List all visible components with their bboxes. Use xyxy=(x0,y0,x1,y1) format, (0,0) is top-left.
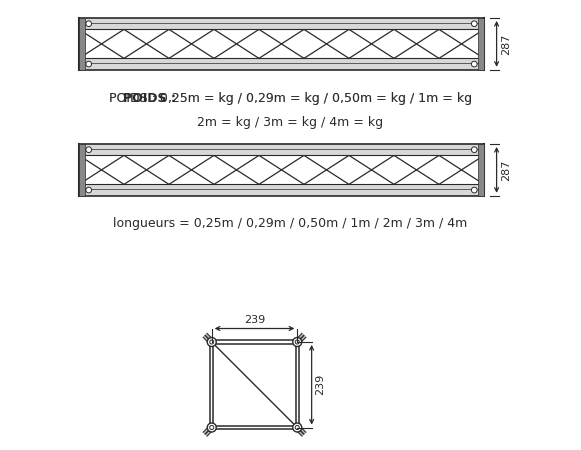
Circle shape xyxy=(295,340,299,344)
Text: 2m = kg / 3m = kg / 4m = kg: 2m = kg / 3m = kg / 4m = kg xyxy=(198,116,383,129)
Circle shape xyxy=(210,340,214,344)
Circle shape xyxy=(471,61,477,67)
Circle shape xyxy=(293,423,302,432)
Bar xyxy=(478,18,484,70)
Circle shape xyxy=(471,21,477,27)
Text: longueurs = 0,25m / 0,29m / 0,50m / 1m / 2m / 3m / 4m: longueurs = 0,25m / 0,29m / 0,50m / 1m /… xyxy=(113,217,468,230)
Bar xyxy=(79,58,484,70)
Text: 287: 287 xyxy=(501,159,511,180)
Bar xyxy=(79,144,484,155)
Bar xyxy=(79,144,484,196)
Circle shape xyxy=(86,147,92,153)
Circle shape xyxy=(207,423,216,432)
Circle shape xyxy=(86,61,92,67)
Text: 239: 239 xyxy=(315,374,325,396)
Bar xyxy=(79,18,484,29)
Circle shape xyxy=(295,426,299,429)
Text: POIDS : 0,25m = kg / 0,29m = kg / 0,50m = kg / 1m = kg: POIDS : 0,25m = kg / 0,29m = kg / 0,50m … xyxy=(109,92,472,105)
Text: POIDS : 0,25m = kg / 0,29m = kg / 0,50m = kg / 1m = kg: POIDS : 0,25m = kg / 0,29m = kg / 0,50m … xyxy=(109,92,472,105)
Circle shape xyxy=(293,338,302,346)
Bar xyxy=(79,18,484,70)
Bar xyxy=(79,144,85,196)
Bar xyxy=(478,144,484,196)
Bar xyxy=(79,18,85,70)
Circle shape xyxy=(471,147,477,153)
Text: POIDS :: POIDS : xyxy=(123,92,175,105)
Circle shape xyxy=(471,187,477,193)
Circle shape xyxy=(86,187,92,193)
Text: 287: 287 xyxy=(501,33,511,54)
Circle shape xyxy=(210,426,214,429)
Text: POIDS : 0,25m = kg / 0,29m = kg / 0,50m = kg / 1m = kg: POIDS : 0,25m = kg / 0,29m = kg / 0,50m … xyxy=(109,92,472,105)
Bar xyxy=(79,184,484,196)
Text: 239: 239 xyxy=(244,315,265,325)
Circle shape xyxy=(86,21,92,27)
Circle shape xyxy=(207,338,216,346)
